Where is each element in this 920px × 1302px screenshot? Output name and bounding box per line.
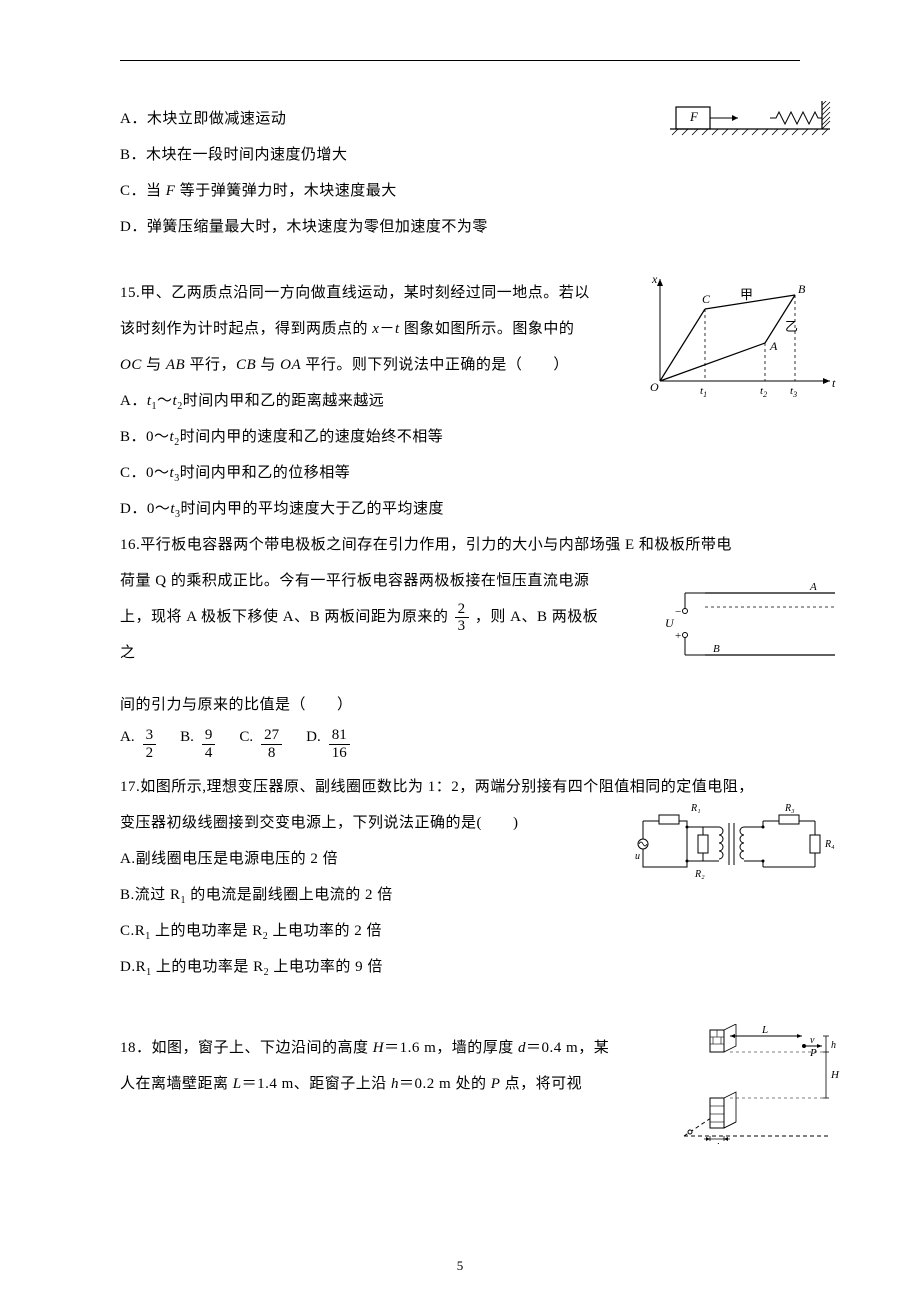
svg-text:u: u — [635, 851, 640, 862]
q16-options: A.32 B.94 C.278 D.8116 — [120, 727, 800, 761]
q15-optB: B．0～t2时间内甲的速度和乙的速度始终不相等 — [120, 419, 800, 455]
q15-optD: D．0～t3时间内甲的平均速度大于乙的平均速度 — [120, 491, 800, 527]
top-rule — [120, 60, 800, 61]
svg-text:C: C — [702, 292, 711, 306]
q14-F-label: F — [689, 109, 699, 124]
q16-block: A B − + U 16.平行板电容器两个带电极板之间存在引力作用，引力的大小与… — [120, 527, 800, 761]
page-number: 5 — [0, 1258, 920, 1274]
q16-stem4: 间的引力与原来的比值是（ ） — [120, 687, 800, 723]
svg-text:A: A — [809, 581, 817, 593]
svg-text:B: B — [798, 282, 806, 296]
q15-block: x t O C A — [120, 275, 800, 527]
svg-text:h: h — [831, 1040, 836, 1051]
svg-text:R₁: R₁ — [690, 803, 701, 814]
svg-text:甲: 甲 — [740, 287, 753, 302]
q14-optC: C．当 F 等于弹簧弹力时，木块速度最大 — [120, 173, 800, 209]
q18-block: L P v h H — [120, 1030, 800, 1102]
svg-text:−: − — [675, 606, 681, 618]
svg-text:v: v — [810, 1035, 815, 1046]
svg-text:t: t — [832, 376, 836, 390]
q14-block: F A．木块立即做减速运动 B．木块在一段时间内速度仍增大 C．当 F 等于弹簧… — [120, 101, 800, 245]
svg-text:x: x — [651, 272, 658, 286]
svg-text:R₄: R₄ — [824, 839, 835, 850]
svg-text:d: d — [714, 1142, 720, 1144]
svg-text:O: O — [650, 380, 659, 394]
q14-figure: F — [670, 101, 840, 146]
svg-text:H: H — [830, 1069, 840, 1081]
svg-text:P: P — [809, 1047, 817, 1059]
q17-optD: D.R1 上的电功率是 R2 上电功率的 9 倍 — [120, 949, 800, 985]
page-root: F A．木块立即做减速运动 B．木块在一段时间内速度仍增大 C．当 F 等于弹簧… — [0, 0, 920, 1302]
svg-text:A: A — [769, 339, 778, 353]
svg-text:L: L — [761, 1024, 768, 1036]
svg-text:+: + — [675, 630, 681, 642]
svg-text:R₃: R₃ — [784, 803, 795, 814]
q16-stem1: 16.平行板电容器两个带电极板之间存在引力作用，引力的大小与内部场强 E 和极板… — [120, 527, 800, 563]
svg-text:U: U — [665, 616, 675, 630]
svg-text:t2: t2 — [760, 385, 767, 399]
q14-optD: D．弹簧压缩量最大时，木块速度为零但加速度不为零 — [120, 209, 800, 245]
svg-text:t1: t1 — [700, 385, 707, 399]
q18-figure: L P v h H — [680, 1024, 840, 1149]
svg-text:乙: 乙 — [785, 319, 798, 334]
q17-block: u R₁ R₂ R₃ — [120, 769, 800, 985]
q16-figure: A B − + U — [645, 579, 840, 674]
q17-optC: C.R1 上的电功率是 R2 上电功率的 2 倍 — [120, 913, 800, 949]
q15-figure: x t O C A — [640, 271, 840, 406]
q15-optC: C．0～t3时间内甲和乙的位移相等 — [120, 455, 800, 491]
q17-figure: u R₁ R₂ R₃ — [635, 797, 840, 892]
svg-text:B: B — [713, 643, 720, 655]
svg-text:t3: t3 — [790, 385, 797, 399]
svg-text:R₂: R₂ — [694, 869, 705, 880]
